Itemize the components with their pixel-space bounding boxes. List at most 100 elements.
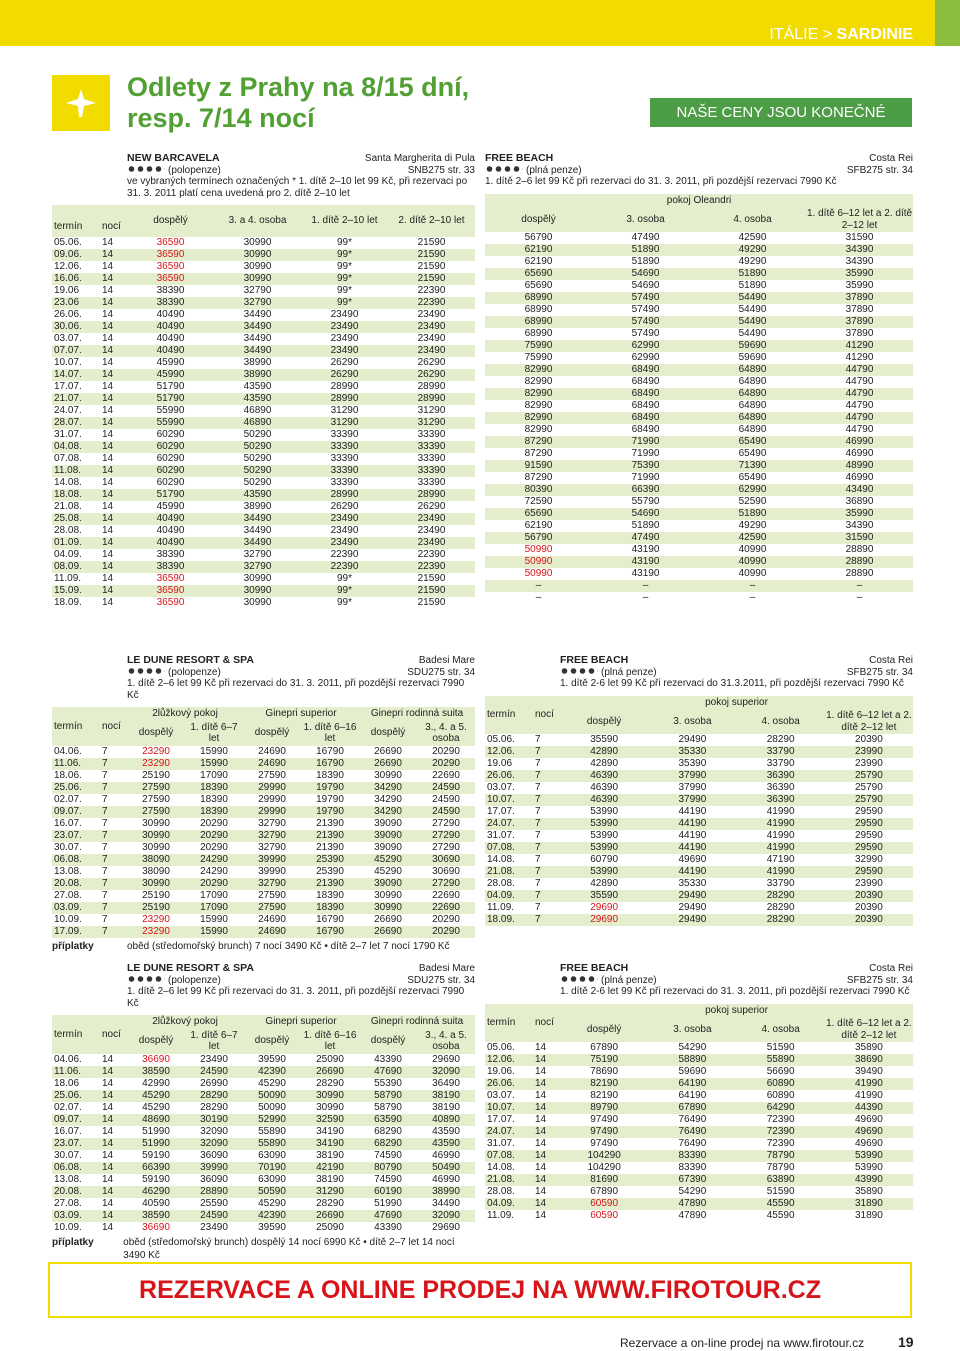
price-cell: 36590 xyxy=(156,596,185,608)
price-row: 68990 57490 54490 37890 xyxy=(485,328,913,340)
price-cell: 15990 xyxy=(200,925,228,937)
catalog-code: SFB275 str. 34 xyxy=(846,974,913,986)
date-cell: 28.08. xyxy=(54,524,82,536)
price-row: 17.09. 7 23290 15990 24690 16790 26690 20290 xyxy=(52,925,475,938)
date-cell: 7 xyxy=(102,925,108,937)
price-cell: 29490 xyxy=(678,914,707,925)
price-cell: 57490 xyxy=(631,316,660,327)
price-cell: 42590 xyxy=(738,232,767,243)
price-cell: 33790 xyxy=(766,746,795,757)
price-cell: 51790 xyxy=(156,392,185,404)
price-row: 03.09. 14 38590 24590 42390 26690 47690 32090 xyxy=(52,1209,475,1222)
rating xyxy=(485,164,523,173)
price-cell: 30990 xyxy=(374,769,402,781)
date-cell: 12.06. xyxy=(487,746,515,757)
price-cell: 21590 xyxy=(417,248,446,260)
date-cell: 27.08. xyxy=(54,1197,82,1209)
date-cell: 14 xyxy=(102,392,114,404)
price-row: 16.06. 14 36590 30990 99* 21590 xyxy=(52,272,475,285)
date-cell: 11.09. xyxy=(54,572,82,584)
date-cell: 14 xyxy=(102,524,114,536)
price-cell: 72390 xyxy=(766,1126,795,1137)
price-cell: 43590 xyxy=(243,392,272,404)
price-row: 56790 47490 42590 31590 xyxy=(485,532,914,544)
price-cell: 21390 xyxy=(316,829,344,841)
price-row: 87290 71990 65490 46990 xyxy=(485,472,913,484)
price-cell: 57490 xyxy=(631,328,660,339)
date-cell: 11.09. xyxy=(487,1210,515,1221)
date-cell: 14 xyxy=(102,1065,114,1077)
rating xyxy=(560,666,598,675)
price-cell: 45290 xyxy=(258,1197,286,1209)
badge: NAŠE CENY JSOU KONEČNÉ xyxy=(650,98,912,127)
date-cell: 16.07. xyxy=(54,817,82,829)
price-cell: 47890 xyxy=(678,1210,707,1221)
catalog-code: SFB275 str. 34 xyxy=(846,164,913,176)
price-row: 25.06. 14 45290 28290 50090 30990 58790 38190 xyxy=(52,1089,475,1102)
price-row: 65690 54690 51890 35990 xyxy=(485,508,914,520)
price-cell: 99* xyxy=(336,284,352,296)
price-cell: 71390 xyxy=(738,460,767,471)
price-row: 09.06. 14 36590 30990 99* 21590 xyxy=(52,248,475,261)
price-cell: 27590 xyxy=(258,901,286,913)
price-cell: 45290 xyxy=(374,853,402,865)
table-body: 05.06. 14 36590 30990 99* 21590 09.06. 14 36590 3… xyxy=(52,237,475,609)
date-cell: 04.09. xyxy=(487,890,515,901)
price-row: 15.09. 14 36590 30990 99* 21590 xyxy=(52,584,475,597)
price-cell: 33390 xyxy=(330,452,359,464)
price-cell: 30990 xyxy=(243,272,272,284)
price-row: 12.06. 7 42890 35330 33790 23990 xyxy=(485,746,913,758)
price-row: 31.07. 7 53990 44190 41990 29590 xyxy=(485,830,913,842)
price-cell: 23490 xyxy=(330,308,359,320)
group-row: pokoj Oleandri xyxy=(485,193,914,207)
column-header: 1. dítě 6–7 let xyxy=(185,720,243,746)
date-cell: 14 xyxy=(102,1173,114,1185)
price-cell: 40490 xyxy=(156,524,185,536)
price-cell: 55890 xyxy=(258,1125,286,1137)
date-cell: 30.07. xyxy=(54,1149,82,1161)
price-cell: 38590 xyxy=(142,1065,170,1077)
price-row: 17.07. 14 97490 76490 72390 49690 xyxy=(485,1114,913,1126)
price-cell: 40990 xyxy=(738,544,767,555)
price-cell: 72590 xyxy=(524,496,553,507)
header-row: FREE BEACH Costa Rei xyxy=(560,962,913,975)
price-cell: 27290 xyxy=(432,877,460,889)
date-cell: 27.08. xyxy=(54,889,82,901)
price-cell: 20290 xyxy=(432,757,460,769)
column-header: 3., 4. a 5. osoba xyxy=(417,720,475,746)
price-cell: 50290 xyxy=(243,464,272,476)
price-cell: 30990 xyxy=(243,260,272,272)
price-cell: 50290 xyxy=(243,452,272,464)
price-cell: 20290 xyxy=(200,817,228,829)
price-cell: 44790 xyxy=(845,400,874,411)
price-row: 04.08. 14 60290 50290 33390 33390 xyxy=(52,440,475,453)
column-header: 3. a 4. osoba xyxy=(214,205,301,237)
price-cell: 54690 xyxy=(631,280,660,291)
price-cell: 40990 xyxy=(738,556,767,567)
table-body: 05.06. 14 67890 54290 51590 35890 12.06. 14 7519… xyxy=(485,1042,913,1222)
price-cell: 20290 xyxy=(200,829,228,841)
price-cell: 47890 xyxy=(678,1198,707,1209)
date-cell: 7 xyxy=(102,745,108,757)
price-cell: 20290 xyxy=(432,925,460,937)
column-header: nocí xyxy=(100,205,127,237)
price-cell: 55890 xyxy=(766,1054,795,1065)
date-cell: 14 xyxy=(102,452,114,464)
table-body: 04.06. 14 36690 23490 39590 25090 43390 29690 11… xyxy=(52,1054,475,1234)
price-cell: 43190 xyxy=(631,556,660,567)
date-cell: 7 xyxy=(535,830,541,841)
location: Badesi Mare xyxy=(418,655,475,666)
date-cell: 13.08. xyxy=(54,865,82,877)
price-cell: 72390 xyxy=(766,1114,795,1125)
hotel-name: FREE BEACH xyxy=(560,962,629,974)
price-cell: 21390 xyxy=(316,817,344,829)
catalog-code: SFB275 str. 34 xyxy=(846,666,913,678)
price-cell: 35390 xyxy=(678,758,707,769)
price-cell: 29690 xyxy=(590,914,619,925)
column-header: 1. dítě 6–7 let xyxy=(185,1028,243,1054)
price-cell: 43590 xyxy=(432,1125,460,1137)
price-row: 82990 68490 64890 44790 xyxy=(485,412,914,424)
price-cell: 28890 xyxy=(200,1185,228,1197)
price-cell: 28290 xyxy=(766,902,795,913)
date-cell: 12.06. xyxy=(487,1054,515,1065)
